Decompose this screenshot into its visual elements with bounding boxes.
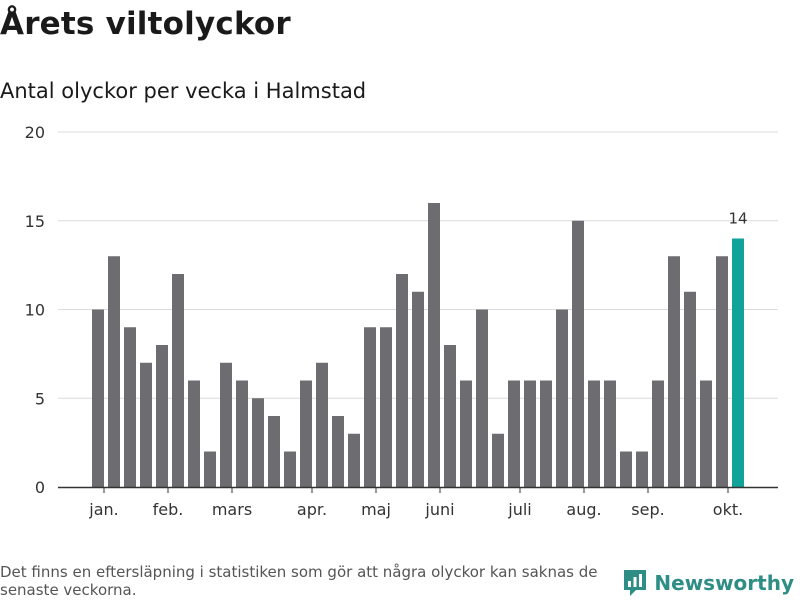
bar — [380, 327, 392, 487]
bar — [556, 309, 568, 487]
bar — [236, 380, 248, 487]
x-axis: jan. feb. mars apr. maj juni juli aug. sep. okt. — [58, 486, 778, 519]
x-tick-label: sep. — [631, 500, 664, 519]
x-tick-label: okt. — [713, 500, 743, 519]
chart-title: Årets viltolyckor — [0, 6, 291, 42]
bar — [524, 380, 536, 487]
data-labels: 14 — [728, 210, 747, 228]
bar — [476, 309, 488, 487]
bar — [268, 416, 280, 487]
bar — [92, 309, 104, 487]
bar — [540, 380, 552, 487]
y-tick-label: 15 — [25, 212, 45, 231]
bar — [396, 274, 408, 487]
y-tick-label: 20 — [25, 123, 45, 142]
bar — [620, 451, 632, 487]
bar — [444, 345, 456, 487]
bar — [332, 416, 344, 487]
bar — [652, 380, 664, 487]
x-tick-label: jan. — [88, 500, 118, 519]
bar — [188, 380, 200, 487]
bar — [508, 380, 520, 487]
bar — [716, 256, 728, 487]
x-tick-label: mars — [212, 500, 252, 519]
bar — [428, 203, 440, 487]
bars — [92, 203, 744, 487]
newsworthy-logo-icon — [624, 570, 647, 596]
bar — [220, 362, 232, 487]
x-tick-label: aug. — [566, 500, 601, 519]
brand-name: Newsworthy — [654, 571, 794, 595]
y-tick-label: 10 — [25, 301, 45, 320]
bar — [700, 380, 712, 487]
bar-highlight — [732, 238, 744, 487]
bar — [364, 327, 376, 487]
bar — [492, 433, 504, 487]
x-tick-label: maj — [361, 500, 391, 519]
bar — [460, 380, 472, 487]
x-tick-label: feb. — [153, 500, 184, 519]
bar — [124, 327, 136, 487]
bar — [348, 433, 360, 487]
bar — [588, 380, 600, 487]
y-axis-ticks: 0 5 10 15 20 — [25, 123, 45, 497]
data-label: 14 — [728, 210, 747, 228]
bar — [604, 380, 616, 487]
bar — [316, 362, 328, 487]
bar — [300, 380, 312, 487]
bar — [636, 451, 648, 487]
bar — [140, 362, 152, 487]
chart-subtitle: Antal olyckor per vecka i Halmstad — [0, 79, 367, 103]
bar — [412, 291, 424, 487]
x-tick-label: juli — [507, 500, 531, 519]
bar — [156, 345, 168, 487]
x-tick-label: juni — [424, 500, 454, 519]
x-tick-label: apr. — [297, 500, 327, 519]
bar — [108, 256, 120, 487]
brand-logo[interactable]: Newsworthy — [622, 568, 794, 598]
bar — [204, 451, 216, 487]
bar — [668, 256, 680, 487]
bar — [684, 291, 696, 487]
footnote: Det finns en eftersläpning i statistiken… — [0, 563, 598, 599]
y-tick-label: 0 — [35, 478, 45, 497]
bar — [172, 274, 184, 487]
bar — [572, 220, 584, 487]
bar — [284, 451, 296, 487]
bar — [252, 398, 264, 487]
y-tick-label: 5 — [35, 389, 45, 408]
